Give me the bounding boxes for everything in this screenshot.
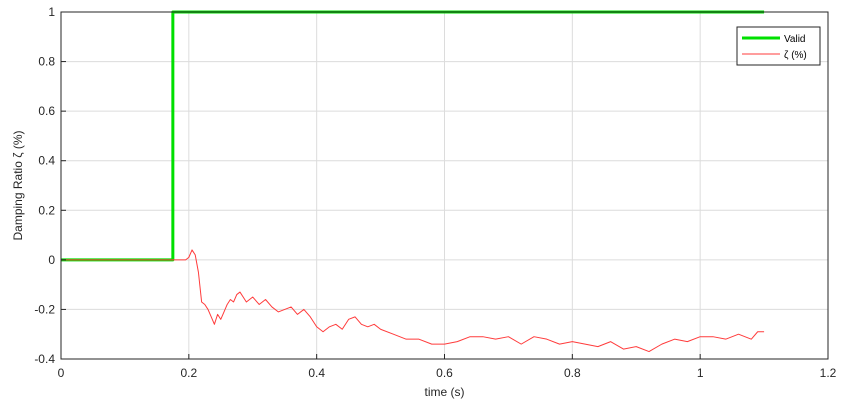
y-tick-label: 0.4: [38, 154, 55, 168]
y-tick-label: 1: [48, 5, 55, 19]
grid: [61, 12, 828, 359]
y-tick-label: 0: [48, 253, 55, 267]
x-tick-label: 0.4: [308, 366, 325, 380]
x-tick-label: 1: [697, 366, 704, 380]
legend-label-zeta: ζ (%): [784, 50, 807, 61]
legend: Valid ζ (%): [736, 26, 821, 66]
y-tick-label: -0.4: [34, 352, 55, 366]
y-tick-label: -0.2: [34, 302, 55, 316]
y-tick-label: 0.2: [38, 203, 55, 217]
x-tick-label: 0.6: [436, 366, 453, 380]
series-line-valid: [61, 10, 765, 262]
y-tick-label: 0.6: [38, 104, 55, 118]
x-axis-label: time (s): [425, 385, 465, 399]
series-lines: [61, 10, 765, 353]
x-tick-label: 0.2: [180, 366, 197, 380]
series-line-zeta: [61, 249, 765, 353]
legend-label-valid: Valid: [784, 34, 806, 45]
legend-box: [736, 26, 821, 66]
tick-labels: 0 0.2 0.4 0.6 0.8 1 1.2 -0.4 -0.2 0 0.2 0.4 0.6 0.8 1: [34, 5, 836, 380]
y-tick-label: 0.8: [38, 55, 55, 69]
x-tick-label: 1.2: [820, 366, 837, 380]
x-tick-label: 0: [58, 366, 65, 380]
x-tick-label: 0.8: [564, 366, 581, 380]
y-axis-label: Damping Ratio ζ (%): [11, 131, 25, 241]
